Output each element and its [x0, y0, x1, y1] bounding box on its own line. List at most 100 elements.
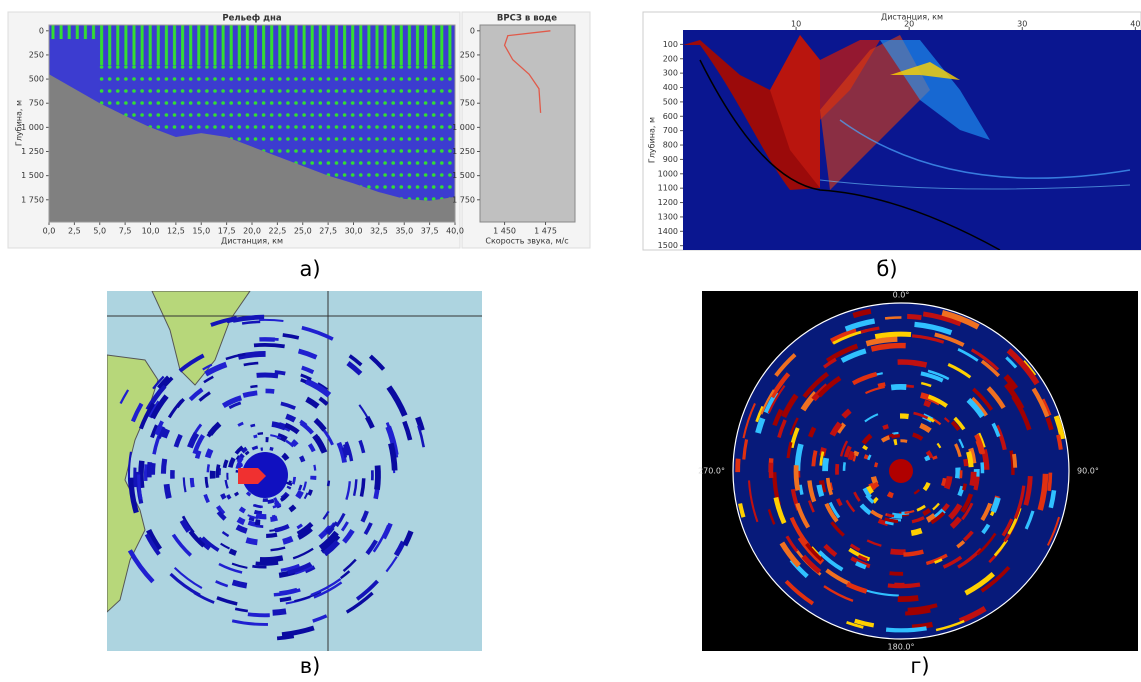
echo-arc	[849, 543, 861, 552]
echo-arc	[220, 493, 227, 500]
y-tick-label: 200	[663, 54, 678, 63]
echo-arc	[962, 530, 974, 542]
echo-arc	[163, 483, 172, 499]
echo-arc	[970, 396, 988, 417]
echo-arc	[393, 540, 406, 557]
echo-arc	[849, 452, 855, 459]
echo-arc	[785, 535, 799, 553]
echo-arc	[240, 446, 248, 454]
echo-arc	[339, 570, 351, 580]
y-tick-label: 250	[460, 50, 475, 59]
echo-arc	[269, 446, 274, 451]
echo-arc	[845, 499, 856, 513]
echo-arc	[253, 343, 285, 349]
y-tick-label: 500	[460, 75, 475, 84]
echo-arc	[1041, 398, 1052, 416]
y-tick-label: 400	[663, 83, 678, 92]
echo-arc	[346, 361, 363, 376]
y-tick-label: 500	[663, 97, 678, 106]
echo-arc	[868, 482, 876, 492]
echo-arc	[221, 531, 230, 538]
x-axis-label: Дистанция, км	[881, 13, 943, 22]
echo-arc	[991, 422, 1001, 438]
echo-arc	[1004, 382, 1025, 410]
heat-yellow	[890, 62, 960, 80]
echo-arc	[844, 318, 876, 332]
echo-arc	[285, 439, 295, 448]
echo-arc	[279, 596, 292, 603]
echo-arc	[823, 543, 838, 558]
echo-arc	[198, 391, 211, 402]
echo-arc	[1012, 453, 1018, 468]
echo-arc	[299, 455, 306, 463]
echo-arc	[302, 481, 307, 491]
echo-arc	[936, 442, 942, 449]
echo-arc	[146, 528, 163, 551]
echo-arc	[850, 556, 871, 569]
heat-ray	[819, 179, 1131, 190]
x-tick-label: 40,0	[446, 227, 464, 236]
echo-arc	[127, 549, 155, 584]
echo-arc	[150, 394, 169, 420]
echo-arc	[415, 416, 425, 432]
echo-arc	[312, 614, 328, 623]
echo-arc	[342, 558, 357, 573]
echo-arc	[210, 316, 238, 327]
theta-tick-label: 90.0°	[1077, 467, 1099, 476]
echo-arc	[811, 450, 818, 467]
echo-arc	[381, 522, 393, 540]
echo-arc	[228, 548, 237, 556]
polar-heat	[735, 308, 1066, 633]
plot-background	[479, 24, 576, 223]
echo-arc	[767, 384, 786, 414]
echo-arc	[247, 514, 259, 520]
echo-arc	[320, 534, 341, 554]
echo-arc	[886, 513, 895, 518]
echo-arc	[893, 439, 898, 446]
echo-arc	[215, 580, 229, 588]
echo-arc	[824, 502, 839, 523]
echo-arc	[852, 450, 860, 457]
echo-arc	[255, 513, 267, 520]
echo-arc	[911, 516, 925, 524]
theta-tick-label: 270.0°	[698, 467, 725, 476]
echo-arc	[829, 421, 843, 437]
echo-arc	[228, 457, 236, 468]
seabed	[49, 74, 455, 222]
echo-arc	[973, 476, 980, 491]
echo-arc	[201, 536, 220, 552]
echo-arc	[276, 432, 288, 443]
echo-arc	[872, 481, 880, 489]
echo-arc	[282, 333, 300, 340]
echo-arc	[948, 503, 963, 520]
echo-arc	[365, 539, 378, 556]
echo-arc	[862, 487, 872, 499]
echo-arc	[225, 352, 246, 361]
y-tick-label: 1 750	[21, 195, 44, 204]
echo-arc	[934, 332, 965, 347]
echo-arc	[1048, 489, 1057, 509]
echo-arc	[1023, 475, 1033, 506]
map	[107, 291, 482, 651]
echo-arc	[786, 441, 793, 459]
echo-arc	[248, 516, 255, 522]
echo-arc	[236, 456, 244, 464]
echo-arc	[966, 397, 985, 419]
echo-arc	[271, 514, 277, 521]
y-tick-label: 250	[29, 50, 44, 59]
echo-arc	[203, 494, 210, 504]
echo-arc	[886, 491, 894, 499]
x-tick-label: 20,0	[243, 227, 261, 236]
echo-arc	[171, 533, 193, 557]
echo-arc	[920, 381, 932, 388]
echo-arc	[146, 461, 153, 478]
echo-arc	[870, 509, 884, 520]
echo-arc	[204, 361, 228, 377]
echo-arc	[303, 492, 309, 500]
echo-arc	[956, 540, 966, 549]
echo-arc	[243, 361, 259, 367]
echo-arc	[284, 422, 300, 435]
echo-arc	[259, 555, 284, 563]
x-tick-label: 32,5	[370, 227, 388, 236]
